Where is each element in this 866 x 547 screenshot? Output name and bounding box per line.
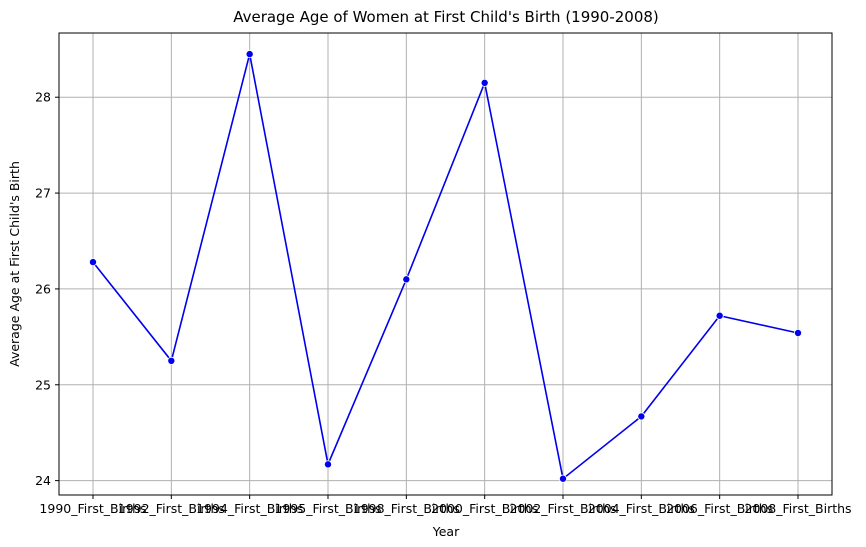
x-tick-label: 2004_First_Births bbox=[588, 501, 695, 516]
y-tick-label: 26 bbox=[35, 281, 51, 296]
data-point bbox=[402, 275, 411, 284]
x-tick-label: 1994_First_Births bbox=[196, 501, 303, 516]
chart-title: Average Age of Women at First Child's Bi… bbox=[233, 8, 659, 26]
x-axis-label: Year bbox=[432, 524, 460, 539]
data-point bbox=[559, 474, 568, 483]
data-point bbox=[715, 311, 724, 320]
y-tick-label: 28 bbox=[35, 90, 51, 105]
plot-frame bbox=[58, 32, 833, 496]
x-tick-label: 2006_First_Births bbox=[666, 501, 773, 516]
y-axis-label: Average Age at First Child's Birth bbox=[7, 161, 22, 367]
y-tick-label: 24 bbox=[35, 473, 51, 488]
data-point bbox=[245, 50, 254, 59]
data-point bbox=[637, 412, 646, 421]
data-point bbox=[89, 258, 98, 267]
series-line bbox=[92, 53, 799, 481]
data-point bbox=[794, 329, 803, 338]
x-tick-label: 2002_First_Births bbox=[509, 501, 616, 516]
data-point bbox=[323, 460, 332, 469]
y-tick-label: 25 bbox=[35, 377, 51, 392]
tick-layer: 1990_First_Births1992_First_Births1994_F… bbox=[35, 90, 851, 516]
series-layer bbox=[89, 50, 803, 483]
x-tick-label: 1990_First_Births bbox=[39, 501, 146, 516]
grid-layer bbox=[59, 33, 832, 495]
data-point bbox=[167, 356, 176, 365]
x-tick-label: 1992_First_Births bbox=[118, 501, 225, 516]
y-tick-label: 27 bbox=[35, 186, 51, 201]
x-tick-label: 1995_First_Births bbox=[274, 501, 381, 516]
data-point bbox=[480, 78, 489, 87]
x-tick-label: 2008_First_Births bbox=[744, 501, 851, 516]
x-tick-label: 2000_First_Births bbox=[431, 501, 538, 516]
x-tick-label: 1998_First_Births bbox=[353, 501, 460, 516]
